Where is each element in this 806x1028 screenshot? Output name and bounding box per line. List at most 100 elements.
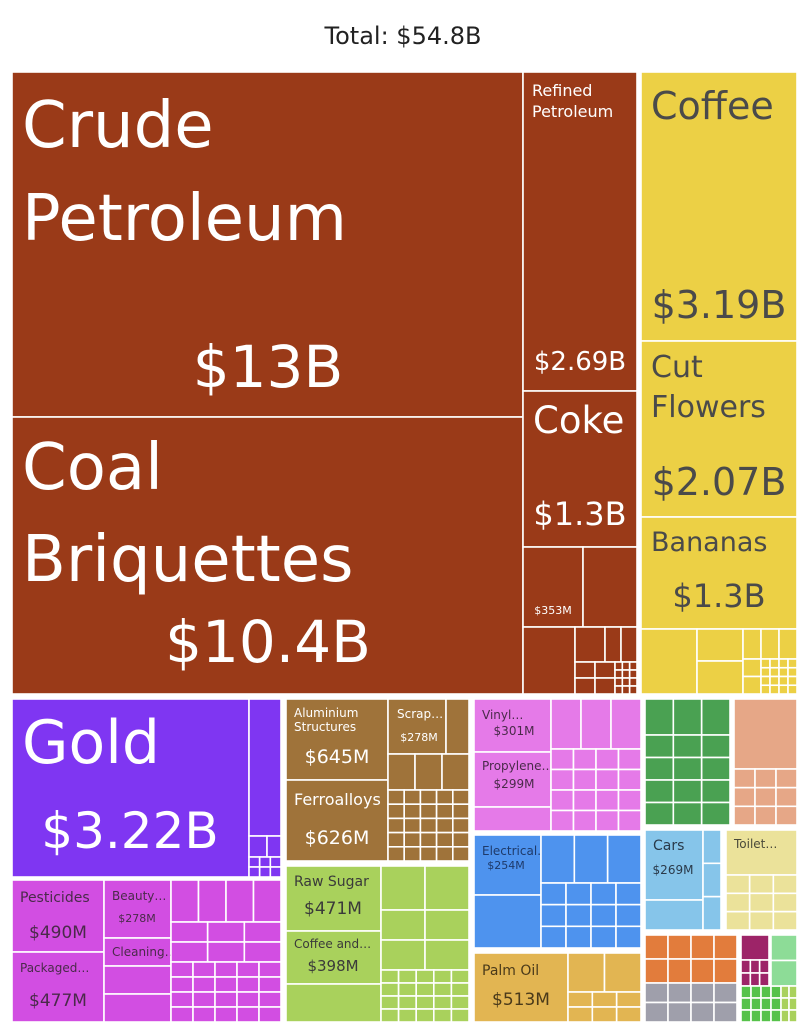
tile-value-electrical: $254M	[487, 859, 525, 872]
small-tile	[567, 991, 594, 1008]
small-tile	[248, 856, 261, 868]
small-tile	[644, 982, 669, 1004]
small-tile	[760, 684, 771, 695]
small-tile	[775, 768, 798, 789]
tile-value-bananas: $1.3B	[672, 577, 765, 615]
tile-label-aluminium-structures: Structures	[294, 720, 356, 734]
small-tile	[749, 959, 761, 974]
small-tile	[214, 991, 238, 1008]
tile-scrap	[387, 698, 447, 755]
small-tile	[450, 969, 470, 984]
tile-value-coffee-and: $398M	[307, 957, 358, 975]
small-tile	[582, 546, 638, 628]
small-tile	[700, 698, 731, 736]
tile-value-coffee: $3.19B	[652, 283, 787, 327]
small-tile	[567, 1006, 594, 1023]
small-tile	[206, 941, 246, 963]
tile-label-cut-flowers: Cut	[651, 350, 703, 385]
small-tile	[595, 748, 620, 771]
small-tile	[740, 1009, 752, 1023]
small-tile	[672, 779, 703, 804]
tile-raw-sugar	[285, 865, 382, 932]
small-tile	[403, 803, 422, 820]
small-tile	[473, 894, 542, 949]
small-tile	[733, 805, 756, 826]
small-tile	[435, 817, 454, 834]
small-tile	[380, 982, 400, 997]
small-tile	[415, 982, 435, 997]
small-tile	[702, 862, 722, 898]
tile-cars	[644, 829, 704, 901]
small-tile	[591, 991, 618, 1008]
small-tile	[591, 1006, 618, 1023]
tile-value-cut-flowers: $2.07B	[652, 460, 787, 504]
tile-label-refined-petroleum: Petroleum	[532, 102, 613, 121]
small-tile	[170, 879, 200, 923]
small-tile	[435, 789, 454, 805]
small-tile	[403, 789, 422, 805]
small-tile	[778, 666, 789, 678]
tile-label-cut-flowers: Flowers	[651, 390, 766, 425]
small-tile	[690, 934, 715, 960]
small-tile	[603, 952, 642, 993]
small-tile	[473, 806, 552, 832]
tile-coal-briquettes	[11, 416, 524, 695]
small-tile	[451, 789, 470, 805]
small-tile	[243, 941, 282, 963]
small-tile	[696, 628, 744, 662]
tile-value-aluminium-structures: $645M	[305, 746, 370, 768]
small-tile	[760, 666, 771, 678]
small-tile	[595, 809, 620, 832]
small-tile	[644, 756, 675, 781]
small-tile	[424, 909, 470, 941]
tile-vinyl	[473, 698, 552, 753]
small-tile	[258, 856, 272, 868]
small-tile	[450, 1008, 470, 1023]
small-tile	[772, 892, 798, 913]
small-tile	[424, 939, 470, 971]
small-tile	[236, 976, 260, 993]
tile-label-cleaning: Cleaning…	[112, 945, 177, 959]
small-tile	[595, 768, 620, 791]
small-tile	[285, 983, 382, 1023]
small-tile	[243, 921, 282, 943]
tile-label-raw-sugar: Raw Sugar	[294, 874, 369, 890]
tile-value-coke: $1.3B	[533, 495, 626, 533]
small-tile	[248, 866, 261, 878]
small-tile	[760, 1009, 772, 1023]
small-tile	[754, 805, 777, 826]
small-tile	[435, 803, 454, 820]
small-tile	[572, 789, 597, 812]
small-tile	[540, 925, 567, 949]
tile-label-coffee-and: Coffee and…	[294, 937, 371, 951]
small-tile	[702, 895, 722, 931]
small-tile	[403, 817, 422, 834]
small-tile	[225, 879, 255, 923]
small-tile	[628, 669, 638, 679]
tile-value-cars: $269M	[653, 863, 694, 877]
tile-label-scrap: Scrap…	[397, 707, 443, 721]
small-tile	[617, 768, 642, 791]
small-tile	[770, 997, 782, 1011]
small-tile	[615, 991, 642, 1008]
small-tile	[432, 982, 453, 997]
small-tile	[435, 845, 454, 862]
small-tile	[614, 677, 624, 687]
small-tile	[778, 675, 789, 687]
small-tile	[445, 698, 470, 755]
small-tile	[775, 805, 798, 826]
small-tile	[772, 910, 798, 931]
tile-label-gold: Gold	[22, 708, 160, 778]
tile-label-bananas: Bananas	[651, 527, 767, 558]
small-tile	[574, 677, 596, 695]
small-tile	[550, 748, 575, 771]
small-tile	[644, 1001, 669, 1023]
tile-label-electrical: Electrical…	[482, 844, 549, 858]
small-tile	[615, 903, 642, 928]
tile-label-coke: Coke	[533, 399, 624, 442]
small-tile	[248, 698, 282, 837]
small-tile	[403, 845, 422, 862]
tile-label-beauty: Beauty…	[112, 889, 166, 903]
small-tile	[672, 801, 703, 826]
small-tile	[672, 698, 703, 736]
